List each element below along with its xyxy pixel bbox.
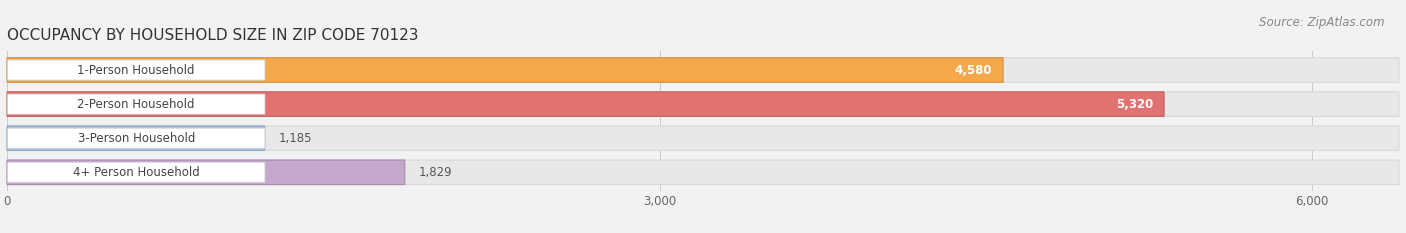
FancyBboxPatch shape [7, 128, 264, 148]
Text: 3-Person Household: 3-Person Household [77, 132, 195, 145]
Text: 2-Person Household: 2-Person Household [77, 98, 195, 111]
FancyBboxPatch shape [7, 160, 1399, 185]
Text: 1,829: 1,829 [419, 166, 453, 179]
Text: OCCUPANCY BY HOUSEHOLD SIZE IN ZIP CODE 70123: OCCUPANCY BY HOUSEHOLD SIZE IN ZIP CODE … [7, 28, 419, 43]
Text: 1-Person Household: 1-Person Household [77, 64, 195, 76]
FancyBboxPatch shape [7, 58, 1002, 82]
Text: 5,320: 5,320 [1116, 98, 1153, 111]
FancyBboxPatch shape [7, 126, 264, 151]
Text: 1,185: 1,185 [278, 132, 312, 145]
FancyBboxPatch shape [7, 92, 1399, 116]
Text: 4+ Person Household: 4+ Person Household [73, 166, 200, 179]
FancyBboxPatch shape [7, 58, 1399, 82]
Text: Source: ZipAtlas.com: Source: ZipAtlas.com [1260, 16, 1385, 29]
FancyBboxPatch shape [7, 126, 1399, 151]
FancyBboxPatch shape [7, 162, 264, 182]
FancyBboxPatch shape [7, 94, 264, 114]
Text: 4,580: 4,580 [955, 64, 993, 76]
FancyBboxPatch shape [7, 92, 1164, 116]
FancyBboxPatch shape [7, 160, 405, 185]
FancyBboxPatch shape [7, 60, 264, 80]
